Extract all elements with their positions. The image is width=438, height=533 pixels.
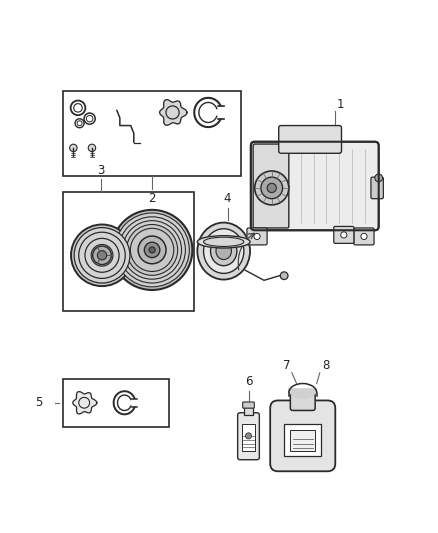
Bar xyxy=(290,430,315,451)
Polygon shape xyxy=(159,100,187,125)
FancyBboxPatch shape xyxy=(238,413,259,460)
Text: 1: 1 xyxy=(336,98,344,111)
Circle shape xyxy=(93,246,111,264)
Circle shape xyxy=(280,272,288,280)
Text: 6: 6 xyxy=(245,375,252,389)
Ellipse shape xyxy=(204,237,244,246)
Ellipse shape xyxy=(211,237,237,265)
Circle shape xyxy=(341,232,347,238)
FancyBboxPatch shape xyxy=(334,227,354,244)
Ellipse shape xyxy=(216,243,231,260)
Bar xyxy=(63,192,194,311)
Ellipse shape xyxy=(198,236,250,248)
FancyBboxPatch shape xyxy=(290,392,315,410)
FancyBboxPatch shape xyxy=(354,228,374,245)
Text: 5: 5 xyxy=(35,396,43,409)
Circle shape xyxy=(254,233,260,239)
Text: 7: 7 xyxy=(283,359,291,372)
Text: 2: 2 xyxy=(148,192,155,205)
Circle shape xyxy=(131,228,174,271)
Bar xyxy=(284,424,321,456)
Circle shape xyxy=(112,210,192,290)
FancyBboxPatch shape xyxy=(253,144,289,228)
Circle shape xyxy=(123,221,181,279)
Polygon shape xyxy=(73,392,97,414)
Circle shape xyxy=(115,213,189,287)
Circle shape xyxy=(97,251,107,260)
Circle shape xyxy=(255,171,289,205)
Circle shape xyxy=(361,233,367,239)
Circle shape xyxy=(74,228,130,283)
Text: 3: 3 xyxy=(98,164,105,177)
Circle shape xyxy=(245,433,251,439)
FancyBboxPatch shape xyxy=(270,400,336,471)
Circle shape xyxy=(70,144,77,151)
Polygon shape xyxy=(289,389,317,398)
Circle shape xyxy=(119,217,185,283)
Ellipse shape xyxy=(198,223,250,280)
Ellipse shape xyxy=(204,229,244,273)
Circle shape xyxy=(267,183,276,192)
Circle shape xyxy=(375,174,382,182)
Text: 4: 4 xyxy=(224,192,231,205)
FancyBboxPatch shape xyxy=(244,407,253,415)
Circle shape xyxy=(149,247,155,253)
Text: 8: 8 xyxy=(322,359,330,372)
Circle shape xyxy=(261,177,283,199)
FancyBboxPatch shape xyxy=(247,228,267,245)
FancyBboxPatch shape xyxy=(279,126,342,154)
Bar xyxy=(242,424,255,451)
Circle shape xyxy=(71,224,133,286)
Bar xyxy=(63,91,241,175)
FancyBboxPatch shape xyxy=(251,142,379,230)
FancyBboxPatch shape xyxy=(243,402,254,408)
Circle shape xyxy=(145,242,160,257)
Circle shape xyxy=(127,224,178,276)
Circle shape xyxy=(88,144,95,151)
Bar xyxy=(63,379,170,426)
FancyBboxPatch shape xyxy=(371,177,383,199)
Circle shape xyxy=(138,236,166,264)
